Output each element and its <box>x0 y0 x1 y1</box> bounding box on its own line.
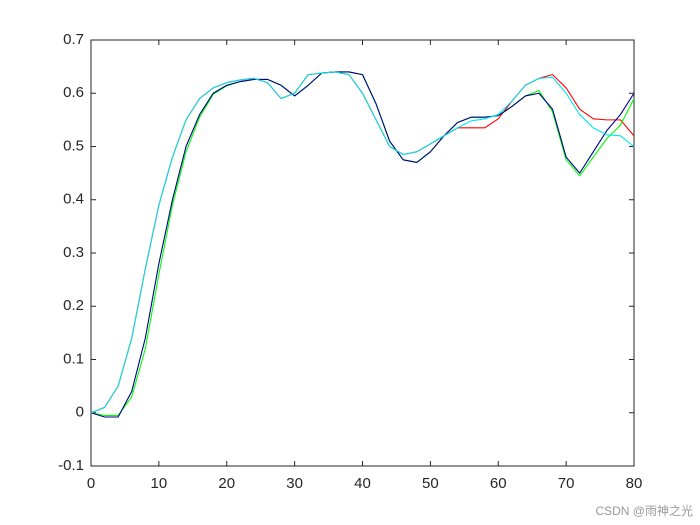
y-tick-label: 0.3 <box>63 244 84 261</box>
x-tick-label: 0 <box>87 475 95 492</box>
y-tick-label: 0 <box>76 404 84 421</box>
x-tick-label: 40 <box>354 475 371 492</box>
x-tick-label: 50 <box>422 475 439 492</box>
y-tick-label: -0.1 <box>58 457 84 474</box>
y-tick-label: 0.5 <box>63 137 84 154</box>
plot-area <box>90 39 635 467</box>
x-tick-label: 80 <box>626 475 643 492</box>
series-line <box>90 71 635 414</box>
x-tick-label: 10 <box>151 475 168 492</box>
y-tick-label: 0.4 <box>63 191 84 208</box>
x-tick-label: 20 <box>218 475 235 492</box>
y-tick-label: 0.6 <box>63 84 84 101</box>
y-tick-label: 0.7 <box>63 31 84 48</box>
series-line <box>90 71 635 418</box>
y-tick-label: 0.2 <box>63 297 84 314</box>
x-tick-label: 30 <box>286 475 303 492</box>
x-tick-label: 70 <box>558 475 575 492</box>
watermark: CSDN @雨神之光 <box>595 504 693 518</box>
x-tick-label: 60 <box>490 475 507 492</box>
y-tick-label: 0.1 <box>63 350 84 367</box>
